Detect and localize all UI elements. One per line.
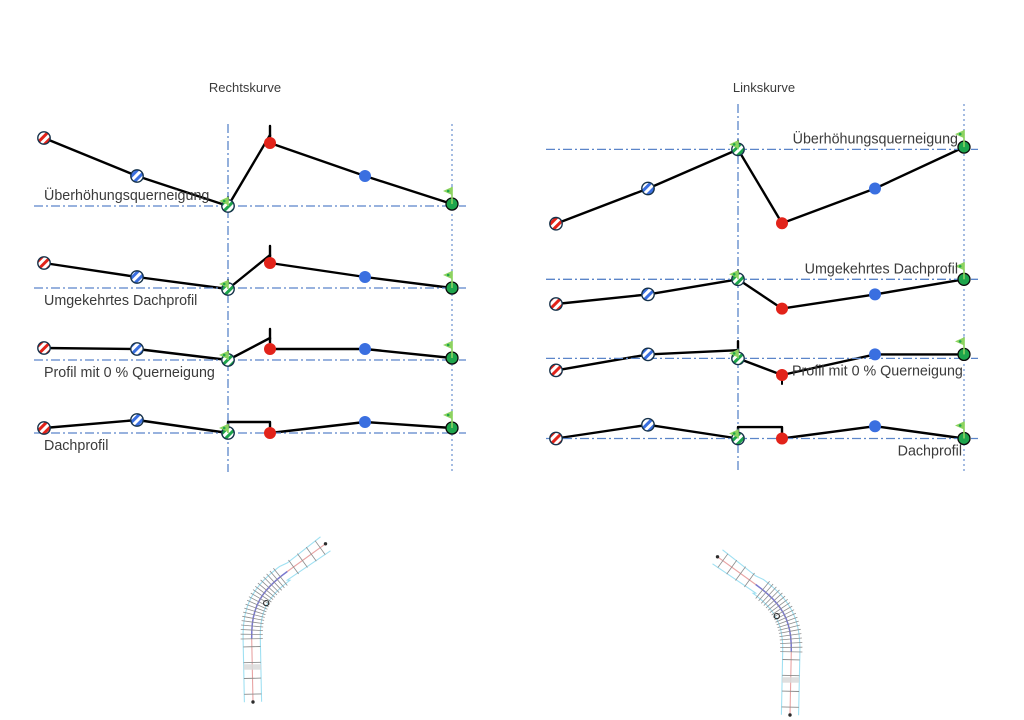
svg-text:Umgekehrtes Dachprofil: Umgekehrtes Dachprofil [805,261,958,277]
svg-text:Überhöhungsquerneigung: Überhöhungsquerneigung [793,129,958,147]
svg-text:Rechtskurve: Rechtskurve [209,80,281,95]
svg-text:Profil mit 0 % Querneigung: Profil mit 0 % Querneigung [44,365,215,381]
svg-text:Linkskurve: Linkskurve [733,80,795,95]
svg-text:Umgekehrtes Dachprofil: Umgekehrtes Dachprofil [44,293,197,309]
svg-text:Dachprofil: Dachprofil [898,444,962,460]
svg-text:Dachprofil: Dachprofil [44,438,108,454]
svg-text:Überhöhungsquerneigung: Überhöhungsquerneigung [44,186,209,204]
svg-text:Profil mit 0 % Querneigung: Profil mit 0 % Querneigung [792,363,963,379]
